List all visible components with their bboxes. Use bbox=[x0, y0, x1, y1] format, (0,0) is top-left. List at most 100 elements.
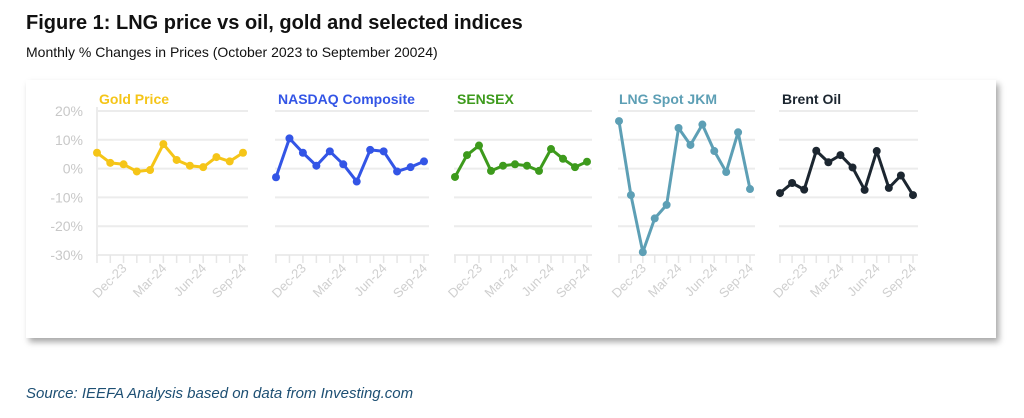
x-tick-label: Mar-24 bbox=[481, 261, 521, 301]
data-point bbox=[420, 157, 428, 166]
source-note: Source: IEEFA Analysis based on data fro… bbox=[26, 385, 414, 402]
data-point bbox=[451, 172, 459, 181]
data-point bbox=[106, 158, 115, 167]
chart-card bbox=[26, 80, 996, 338]
data-point bbox=[499, 161, 507, 170]
x-tick-label: Jun-24 bbox=[518, 261, 557, 300]
data-point bbox=[119, 160, 128, 169]
data-point bbox=[132, 167, 141, 176]
data-point bbox=[571, 163, 579, 172]
data-point bbox=[523, 161, 531, 170]
data-point bbox=[710, 147, 719, 156]
data-point bbox=[909, 191, 917, 200]
series-line-nasdaq-composite bbox=[274, 136, 425, 184]
data-point bbox=[406, 163, 415, 172]
y-tick-label: 0% bbox=[63, 161, 83, 177]
data-point bbox=[836, 151, 845, 160]
data-point bbox=[662, 200, 671, 209]
data-point bbox=[800, 185, 809, 194]
x-tick-label: Dec-23 bbox=[445, 261, 485, 301]
figure-title: Figure 1: LNG price vs oil, gold and sel… bbox=[26, 12, 523, 34]
data-point bbox=[325, 147, 334, 156]
series-line-gold-price bbox=[96, 142, 244, 173]
data-point bbox=[547, 145, 555, 154]
data-point bbox=[463, 151, 471, 160]
data-point bbox=[788, 179, 797, 187]
data-point bbox=[674, 123, 683, 132]
data-point bbox=[159, 140, 168, 149]
data-point bbox=[650, 214, 659, 223]
data-point bbox=[824, 158, 833, 167]
y-tick-label: -10% bbox=[50, 189, 83, 205]
panel-title: SENSEX bbox=[457, 91, 514, 107]
panel-title: NASDAQ Composite bbox=[278, 91, 415, 107]
x-tick-label: Dec-23 bbox=[89, 261, 129, 301]
y-tick-label: -20% bbox=[50, 218, 83, 234]
data-point bbox=[776, 189, 784, 198]
figure-subtitle: Monthly % Changes in Prices (October 202… bbox=[26, 44, 438, 60]
data-point bbox=[298, 148, 307, 157]
data-point bbox=[379, 147, 388, 156]
data-point bbox=[475, 141, 483, 150]
data-point bbox=[511, 160, 519, 169]
x-tick-label: Dec-23 bbox=[770, 261, 810, 301]
y-tick-label: -30% bbox=[50, 247, 83, 263]
data-point bbox=[285, 134, 294, 143]
y-tick-label: 20% bbox=[55, 103, 83, 119]
x-tick-label: Mar-24 bbox=[807, 261, 847, 301]
data-point bbox=[212, 153, 221, 162]
data-point bbox=[559, 154, 567, 163]
data-point bbox=[312, 161, 321, 170]
data-point bbox=[339, 160, 348, 169]
x-tick-label: Mar-24 bbox=[310, 261, 350, 301]
data-point bbox=[172, 155, 181, 164]
x-tick-label: Sep-24 bbox=[390, 261, 430, 301]
panel-title: Gold Price bbox=[99, 91, 169, 107]
data-point bbox=[366, 145, 375, 154]
series-line-lng-spot-jkm bbox=[617, 120, 752, 254]
data-point bbox=[352, 177, 361, 186]
x-tick-label: Mar-24 bbox=[645, 261, 685, 301]
data-point bbox=[393, 167, 402, 176]
data-point bbox=[698, 120, 707, 129]
data-point bbox=[146, 166, 155, 175]
panel-title: LNG Spot JKM bbox=[619, 91, 717, 107]
data-point bbox=[872, 147, 881, 156]
data-point bbox=[638, 248, 647, 257]
x-tick-label: Dec-23 bbox=[609, 261, 649, 301]
x-tick-label: Jun-24 bbox=[682, 261, 721, 300]
x-tick-label: Jun-24 bbox=[171, 261, 210, 300]
data-point bbox=[746, 185, 754, 194]
data-point bbox=[615, 117, 623, 126]
data-point bbox=[884, 183, 893, 192]
data-point bbox=[626, 191, 635, 200]
data-point bbox=[583, 157, 591, 166]
data-point bbox=[535, 166, 543, 175]
data-point bbox=[272, 173, 280, 182]
data-point bbox=[686, 140, 695, 149]
data-point bbox=[185, 161, 194, 170]
x-tick-label: Sep-24 bbox=[209, 261, 249, 301]
series-line-brent-oil bbox=[779, 149, 915, 196]
x-tick-label: Jun-24 bbox=[351, 261, 390, 300]
data-point bbox=[734, 128, 743, 137]
data-point bbox=[812, 146, 821, 155]
x-tick-label: Sep-24 bbox=[716, 261, 756, 301]
series-line-sensex bbox=[453, 144, 588, 178]
panel-title: Brent Oil bbox=[782, 91, 841, 107]
data-point bbox=[225, 157, 234, 166]
x-tick-label: Sep-24 bbox=[879, 261, 919, 301]
x-tick-label: Jun-24 bbox=[844, 261, 883, 300]
y-tick-label: 10% bbox=[55, 132, 83, 148]
data-point bbox=[848, 163, 857, 172]
data-point bbox=[722, 168, 731, 177]
data-point bbox=[860, 185, 869, 194]
x-tick-label: Dec-23 bbox=[269, 261, 309, 301]
data-point bbox=[93, 148, 101, 157]
x-tick-label: Sep-24 bbox=[553, 261, 593, 301]
data-point bbox=[239, 148, 247, 157]
data-point bbox=[487, 166, 495, 175]
data-point bbox=[896, 171, 905, 180]
data-point bbox=[199, 163, 208, 172]
